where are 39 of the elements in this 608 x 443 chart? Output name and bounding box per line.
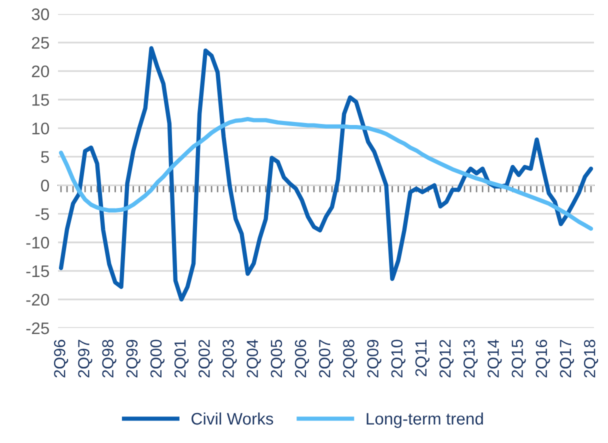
y-tick-label: 10 [32,122,50,134]
x-tick-label: 2Q04 [246,340,261,378]
x-tick-label: 2Q07 [318,340,334,378]
x-tick-label: 2Q17 [560,340,574,378]
x-tick-label: 2Q01 [174,340,189,378]
y-tick-label: 15 [32,94,49,106]
legend-label: Long-term trend [366,412,483,428]
x-tick-label: 2Q11 [415,340,430,376]
y-tick-label: 30 [32,8,50,20]
line-series [58,46,594,302]
x-tick-label: 2Q06 [294,340,310,378]
y-tick-label: -25 [26,322,49,334]
y-tick-label: 20 [32,65,50,78]
x-tick-label: 2Q18 [584,340,598,378]
x-tick-label: 2Q98 [102,340,116,378]
y-tick-label: -15 [26,265,49,278]
y-tick-label: 0 [41,180,50,192]
legend-label: Civil Works [192,412,274,425]
x-tick-label: 2Q16 [536,340,550,378]
line-series [58,116,594,231]
x-tick-label: 2Q99 [126,340,140,378]
x-tick-label: 2Q13 [464,340,478,378]
x-tick-label: 2Q14 [488,340,502,378]
y-tick-label: -20 [26,294,50,306]
x-tick-label: 2Q12 [439,340,454,378]
y-tick-label: 5 [41,151,49,163]
x-tick-label: 2Q97 [78,340,92,378]
x-tick-label: 2Q96 [54,340,68,378]
y-tick-label: 25 [32,36,49,49]
y-tick-label: -10 [26,236,50,249]
x-tick-label: 2Q09 [367,340,382,378]
x-tick-label: 2Q00 [150,340,165,378]
x-tick-label: 2Q02 [198,340,213,378]
x-tick-label: 2Q03 [222,340,237,378]
x-tick-label: 2Q10 [391,340,406,378]
x-tick-label: 2Q05 [270,340,285,378]
x-tick-label: 2Q08 [343,340,358,378]
y-tick-label: -5 [36,208,49,220]
x-tick-label: 2Q15 [512,340,526,378]
